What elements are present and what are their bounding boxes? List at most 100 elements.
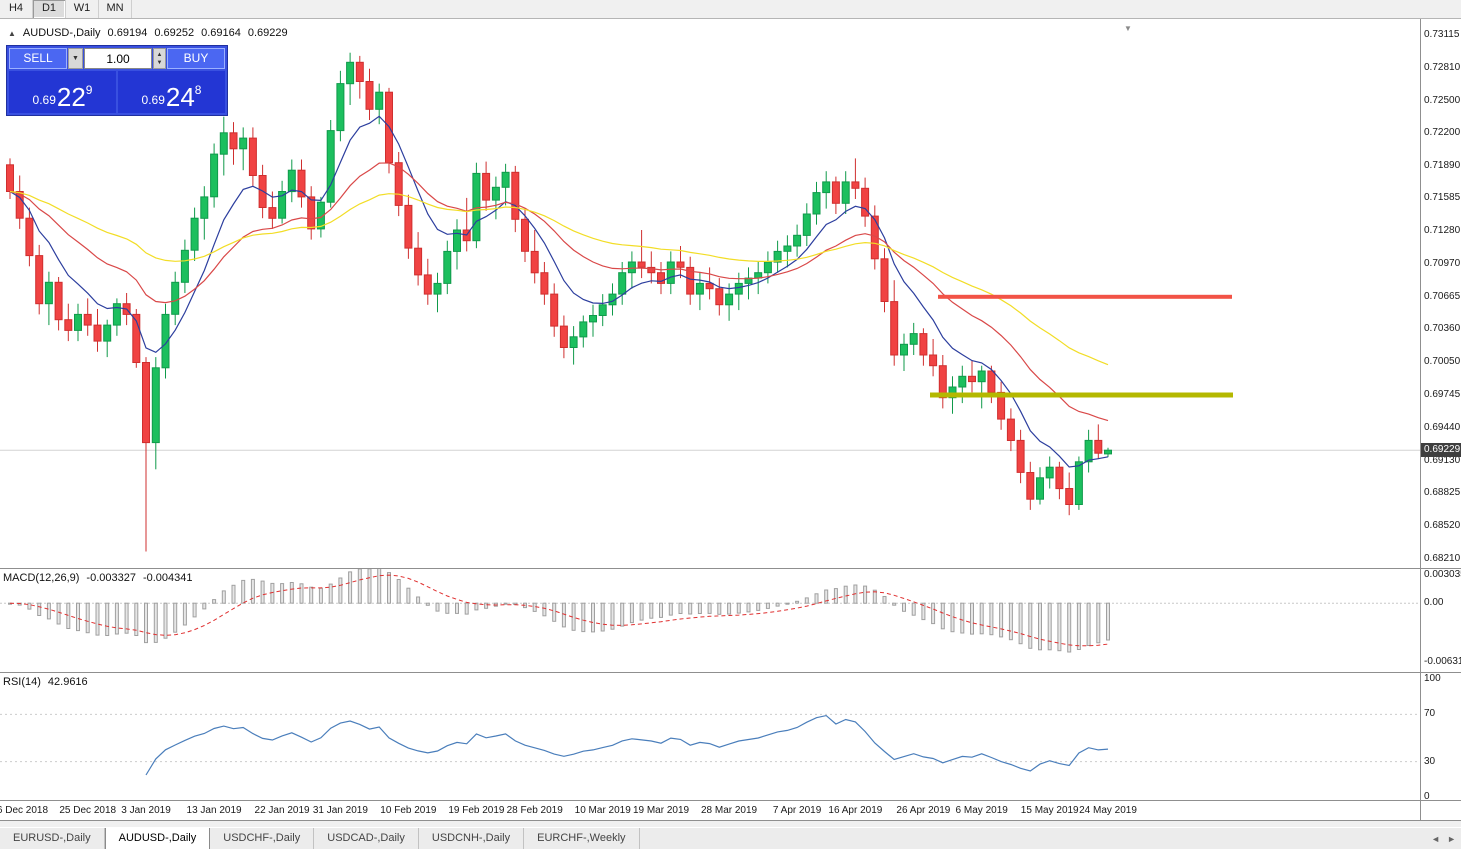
date-label: 26 Apr 2019 <box>896 805 951 816</box>
date-label: 28 Mar 2019 <box>700 805 758 816</box>
date-label: 15 May 2019 <box>1020 805 1079 816</box>
price-scale-label: 0.72500 <box>1424 94 1461 106</box>
chart-symbol-label: AUDUSD-,Daily <box>22 27 101 39</box>
timeframe-button-d1[interactable]: D1 <box>33 0 66 18</box>
price-scale-label: 0.69745 <box>1424 389 1461 401</box>
chart-tab-usdcnh-daily[interactable]: USDCNH-,Daily <box>419 828 525 849</box>
chart-tab-usdchf-daily[interactable]: USDCHF-,Daily <box>210 828 315 849</box>
timeframe-button-w1[interactable]: W1 <box>66 0 99 18</box>
buy-price-display[interactable]: 0.69 24 8 <box>118 71 225 113</box>
price-scale-label: 0.71890 <box>1424 159 1461 171</box>
price-scale-divider <box>1420 19 1421 820</box>
price-scale-label: 0.69130 <box>1424 454 1461 466</box>
date-label: 13 Jan 2019 <box>186 805 242 816</box>
lot-dropdown-icon[interactable]: ▼ <box>68 48 83 69</box>
macd-signal-value: -0.004341 <box>142 572 193 584</box>
timeframe-toolbar: H4 D1 W1 MN <box>0 0 1461 19</box>
buy-price-big: 24 <box>165 82 195 112</box>
rsi-indicator-label: RSI(14) 42.9616 <box>3 676 88 688</box>
ohlc-high: 0.69252 <box>154 27 195 39</box>
scroll-to-end-marker[interactable]: ▼ <box>1124 24 1132 33</box>
spinner-up-icon[interactable]: ▲ <box>156 51 163 58</box>
date-label: 16 Dec 2018 <box>0 805 49 816</box>
rsi-scale-label: 100 <box>1424 673 1441 685</box>
rsi-value: 42.9616 <box>47 676 88 688</box>
date-label: 19 Feb 2019 <box>448 805 505 816</box>
price-scale-label: 0.71585 <box>1424 192 1461 204</box>
pane-separator[interactable] <box>0 568 1461 569</box>
buy-price-sup: 8 <box>194 83 202 97</box>
macd-scale-label: 0.003035 <box>1424 568 1461 580</box>
ohlc-open: 0.69194 <box>107 27 148 39</box>
chart-tab-eurusd-daily[interactable]: EURUSD-,Daily <box>0 828 105 849</box>
pane-separator <box>0 800 1461 801</box>
date-label: 3 Jan 2019 <box>121 805 171 816</box>
macd-main-value: -0.003327 <box>86 572 136 584</box>
sell-price-display[interactable]: 0.69 22 9 <box>9 71 116 113</box>
timeframe-button-h4[interactable]: H4 <box>0 0 33 18</box>
date-label: 7 Apr 2019 <box>772 805 822 816</box>
macd-indicator-label: MACD(12,26,9) -0.003327 -0.004341 <box>3 572 193 584</box>
ohlc-low: 0.69164 <box>201 27 241 39</box>
price-scale-label: 0.70360 <box>1424 323 1461 335</box>
date-label: 28 Feb 2019 <box>506 805 563 816</box>
price-scale-label: 0.69440 <box>1424 421 1461 433</box>
rsi-name: RSI(14) <box>3 676 41 688</box>
sell-button[interactable]: SELL <box>9 48 67 69</box>
price-scale-label: 0.72810 <box>1424 61 1461 73</box>
macd-name: MACD(12,26,9) <box>3 572 80 584</box>
price-scale-label: 0.70970 <box>1424 258 1461 270</box>
date-label: 10 Mar 2019 <box>574 805 631 816</box>
price-scale-label: 0.71280 <box>1424 225 1461 237</box>
date-label: 10 Feb 2019 <box>380 805 437 816</box>
sell-price-prefix: 0.69 <box>32 93 56 107</box>
price-scale-label: 0.70665 <box>1424 290 1461 302</box>
buy-button[interactable]: BUY <box>167 48 225 69</box>
tab-navigation: ◄ ► <box>1431 828 1456 849</box>
chart-header: ▲ AUDUSD-,Daily 0.69194 0.69252 0.69164 … <box>8 27 288 39</box>
macd-pane[interactable] <box>0 569 1420 672</box>
spinner-down-icon[interactable]: ▼ <box>156 59 163 66</box>
rsi-scale-label: 30 <box>1424 755 1436 767</box>
chart-region: ▲ AUDUSD-,Daily 0.69194 0.69252 0.69164 … <box>0 19 1461 820</box>
date-label: 19 Mar 2019 <box>632 805 690 816</box>
ohlc-close: 0.69229 <box>247 27 288 39</box>
buy-price-prefix: 0.69 <box>141 93 165 107</box>
current-price-badge: 0.69229 <box>1421 443 1461 458</box>
sell-price-big: 22 <box>56 82 86 112</box>
chart-tabbar: EURUSD-,Daily AUDUSD-,Daily USDCHF-,Daily U… <box>0 827 1461 849</box>
chart-tab-eurchf-weekly[interactable]: EURCHF-,Weekly <box>524 828 640 849</box>
lot-spinner[interactable]: ▲ ▼ <box>153 48 166 69</box>
timeframe-button-mn[interactable]: MN <box>99 0 132 18</box>
price-scale-label: 0.73115 <box>1424 29 1460 41</box>
price-scale-label: 0.70050 <box>1424 356 1461 368</box>
lot-size-input[interactable] <box>84 48 152 69</box>
price-chart-pane[interactable] <box>0 19 1420 568</box>
date-label: 22 Jan 2019 <box>254 805 310 816</box>
chart-tab-audusd-daily[interactable]: AUDUSD-,Daily <box>104 828 211 849</box>
tabs-scroll-right-icon[interactable]: ► <box>1447 833 1456 844</box>
price-scale-label: 0.68520 <box>1424 519 1461 531</box>
window-divider <box>0 820 1461 827</box>
rsi-scale-label: 0 <box>1424 791 1430 803</box>
date-label: 16 Apr 2019 <box>828 805 883 816</box>
price-scale-label: 0.68210 <box>1424 553 1461 565</box>
date-label: 24 May 2019 <box>1079 805 1137 816</box>
price-scale-label: 0.72200 <box>1424 126 1461 138</box>
one-click-trading-panel: SELL ▼ ▲ ▼ BUY 0.69 22 9 0.69 24 8 <box>6 45 228 116</box>
rsi-pane[interactable] <box>0 673 1420 800</box>
date-label: 31 Jan 2019 <box>312 805 368 816</box>
pane-separator[interactable] <box>0 672 1461 673</box>
sell-price-sup: 9 <box>85 83 93 97</box>
symbol-arrow-icon: ▲ <box>8 28 16 38</box>
price-scale-label: 0.68825 <box>1424 487 1461 499</box>
date-label: 6 May 2019 <box>955 805 1008 816</box>
chart-tabs: EURUSD-,Daily AUDUSD-,Daily USDCHF-,Daily U… <box>0 828 1461 849</box>
macd-scale-label: 0.00 <box>1424 597 1444 609</box>
rsi-scale-label: 70 <box>1424 708 1436 720</box>
chart-tab-usdcad-daily[interactable]: USDCAD-,Daily <box>314 828 419 849</box>
tabs-scroll-left-icon[interactable]: ◄ <box>1431 833 1441 844</box>
date-label: 25 Dec 2018 <box>59 805 117 816</box>
